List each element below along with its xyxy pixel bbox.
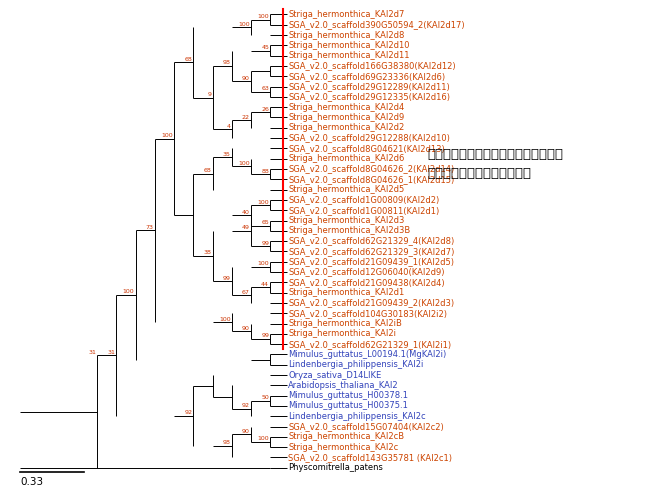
Text: 90: 90 (242, 76, 250, 81)
Text: 40: 40 (242, 210, 250, 215)
Text: 26: 26 (261, 107, 269, 112)
Text: 100: 100 (257, 14, 269, 19)
Text: SGA_v2.0_scaffold8G04621(KAI2d13): SGA_v2.0_scaffold8G04621(KAI2d13) (289, 144, 445, 153)
Text: SGA_v2.0_scaffold21G09439_2(KAI2d3): SGA_v2.0_scaffold21G09439_2(KAI2d3) (289, 299, 454, 307)
Text: Mimulus_guttatus_H00378.1: Mimulus_guttatus_H00378.1 (289, 391, 408, 400)
Text: 100: 100 (257, 261, 269, 266)
Text: Striga_hermonthica_KAI2d4: Striga_hermonthica_KAI2d4 (289, 103, 405, 111)
Text: Striga_hermonthica_KAI2d3B: Striga_hermonthica_KAI2d3B (289, 226, 411, 235)
Text: 65: 65 (261, 220, 269, 225)
Text: SGA_v2.0_scaffold29G12288(KAI2d10): SGA_v2.0_scaffold29G12288(KAI2d10) (289, 134, 450, 142)
Text: SGA_v2.0_scaffold69G23336(KAI2d6): SGA_v2.0_scaffold69G23336(KAI2d6) (289, 72, 445, 81)
Text: Striga_hermonthica_KAI2c: Striga_hermonthica_KAI2c (289, 443, 398, 452)
Text: 38: 38 (203, 250, 211, 255)
Text: 22: 22 (242, 114, 250, 119)
Text: SGA_v2.0_scaffold62G21329_4(KAI2d8): SGA_v2.0_scaffold62G21329_4(KAI2d8) (289, 237, 455, 246)
Text: 49: 49 (242, 225, 250, 230)
Text: SGA_v2.0_scaffold21G09439_1(KAI2d5): SGA_v2.0_scaffold21G09439_1(KAI2d5) (289, 257, 454, 266)
Text: SGA_v2.0_scaffold29G12289(KAI2d11): SGA_v2.0_scaffold29G12289(KAI2d11) (289, 82, 450, 91)
Text: 31: 31 (107, 350, 115, 355)
Text: SGA_v2.0_scaffold8G04626_2(KAI2d14): SGA_v2.0_scaffold8G04626_2(KAI2d14) (289, 164, 455, 173)
Text: Striga_hermonthica_KAI2d3: Striga_hermonthica_KAI2d3 (289, 216, 405, 225)
Text: 100: 100 (257, 199, 269, 205)
Text: 9: 9 (207, 92, 211, 97)
Text: SGA_v2.0_scaffold21G09438(KAI2d4): SGA_v2.0_scaffold21G09438(KAI2d4) (289, 278, 445, 287)
Text: SGA_v2.0_scaffold1G00809(KAI2d2): SGA_v2.0_scaffold1G00809(KAI2d2) (289, 195, 439, 204)
Text: 90: 90 (242, 429, 250, 434)
Text: 0.33: 0.33 (20, 477, 44, 487)
Text: 88: 88 (261, 168, 269, 174)
Text: 98: 98 (223, 60, 231, 65)
Text: Striga_hermonthica_KAI2d6: Striga_hermonthica_KAI2d6 (289, 154, 405, 163)
Text: 50: 50 (261, 395, 269, 400)
Text: Lindenbergia_philippensis_KAI2c: Lindenbergia_philippensis_KAI2c (289, 412, 426, 421)
Text: 68: 68 (185, 57, 192, 62)
Text: 44: 44 (261, 282, 269, 287)
Text: Striga_hermonthica_KAI2d9: Striga_hermonthica_KAI2d9 (289, 113, 405, 122)
Text: SGA_v2.0_scaffold29G12335(KAI2d16): SGA_v2.0_scaffold29G12335(KAI2d16) (289, 92, 450, 101)
Text: Lindenbergia_philippensis_KAI2i: Lindenbergia_philippensis_KAI2i (289, 360, 424, 369)
Text: ストライガで増えたストリゴラクトン
受容体をコードする遺伝子群: ストライガで増えたストリゴラクトン 受容体をコードする遺伝子群 (428, 148, 564, 180)
Text: Striga_hermonthica_KAI2d11: Striga_hermonthica_KAI2d11 (289, 51, 410, 60)
Text: Physcomitrella_patens: Physcomitrella_patens (289, 464, 384, 472)
Text: SGA_v2.0_scaffold143G35781 (KAI2c1): SGA_v2.0_scaffold143G35781 (KAI2c1) (289, 453, 452, 462)
Text: 45: 45 (261, 45, 269, 50)
Text: 100: 100 (239, 22, 250, 27)
Text: Striga_hermonthica_KAI2cB: Striga_hermonthica_KAI2cB (289, 433, 404, 441)
Text: SGA_v2.0_scaffold166G38380(KAI2d12): SGA_v2.0_scaffold166G38380(KAI2d12) (289, 61, 456, 71)
Text: 4: 4 (227, 124, 231, 129)
Text: 31: 31 (88, 350, 96, 355)
Text: Striga_hermonthica_KAI2d5: Striga_hermonthica_KAI2d5 (289, 185, 405, 194)
Text: Striga_hermonthica_KAI2d10: Striga_hermonthica_KAI2d10 (289, 41, 410, 50)
Text: Striga_hermonthica_KAI2d2: Striga_hermonthica_KAI2d2 (289, 123, 405, 132)
Text: SGA_v2.0_scaffold8G04626_1(KAI2d15): SGA_v2.0_scaffold8G04626_1(KAI2d15) (289, 175, 455, 184)
Text: Arabidopsis_thaliana_KAI2: Arabidopsis_thaliana_KAI2 (289, 381, 399, 390)
Text: Mimulus_guttatus_L00194.1(MgKAI2i): Mimulus_guttatus_L00194.1(MgKAI2i) (289, 350, 447, 359)
Text: SGA_v2.0_scaffold1G00811(KAI2d1): SGA_v2.0_scaffold1G00811(KAI2d1) (289, 206, 439, 215)
Text: SGA_v2.0_scaffold12G06040(KAI2d9): SGA_v2.0_scaffold12G06040(KAI2d9) (289, 268, 445, 276)
Text: Striga_hermonthica_KAI2d7: Striga_hermonthica_KAI2d7 (289, 10, 405, 19)
Text: 100: 100 (161, 133, 173, 138)
Text: SGA_v2.0_scaffold390G50594_2(KAI2d17): SGA_v2.0_scaffold390G50594_2(KAI2d17) (289, 20, 465, 29)
Text: Striga_hermonthica_KAI2i: Striga_hermonthica_KAI2i (289, 329, 396, 338)
Text: 92: 92 (242, 403, 250, 408)
Text: Striga_hermonthica_KAI2d1: Striga_hermonthica_KAI2d1 (289, 288, 405, 297)
Text: SGA_v2.0_scaffold104G30183(KAI2i2): SGA_v2.0_scaffold104G30183(KAI2i2) (289, 309, 447, 318)
Text: SGA_v2.0_scaffold62G21329_1(KAI2i1): SGA_v2.0_scaffold62G21329_1(KAI2i1) (289, 340, 452, 349)
Text: 35: 35 (223, 152, 231, 157)
Text: Striga_hermonthica_KAI2d8: Striga_hermonthica_KAI2d8 (289, 30, 405, 40)
Text: 98: 98 (223, 440, 231, 445)
Text: Striga_hermonthica_KAI2iB: Striga_hermonthica_KAI2iB (289, 319, 402, 328)
Text: 99: 99 (261, 241, 269, 246)
Text: 68: 68 (203, 168, 211, 173)
Text: 92: 92 (184, 410, 192, 415)
Text: 100: 100 (219, 317, 231, 322)
Text: 99: 99 (261, 333, 269, 338)
Text: 90: 90 (242, 326, 250, 331)
Text: SGA_v2.0_scaffold15G07404(KAI2c2): SGA_v2.0_scaffold15G07404(KAI2c2) (289, 422, 444, 431)
Text: SGA_v2.0_scaffold62G21329_3(KAI2d7): SGA_v2.0_scaffold62G21329_3(KAI2d7) (289, 247, 455, 256)
Text: Mimulus_guttatus_H00375.1: Mimulus_guttatus_H00375.1 (289, 402, 408, 410)
Text: 63: 63 (261, 86, 269, 91)
Text: 99: 99 (223, 275, 231, 280)
Text: 100: 100 (257, 436, 269, 441)
Text: 100: 100 (239, 161, 250, 166)
Text: 73: 73 (146, 225, 153, 230)
Text: 100: 100 (123, 290, 135, 295)
Text: Oryza_sativa_D14LIKE: Oryza_sativa_D14LIKE (289, 371, 382, 380)
Text: 67: 67 (242, 290, 250, 295)
